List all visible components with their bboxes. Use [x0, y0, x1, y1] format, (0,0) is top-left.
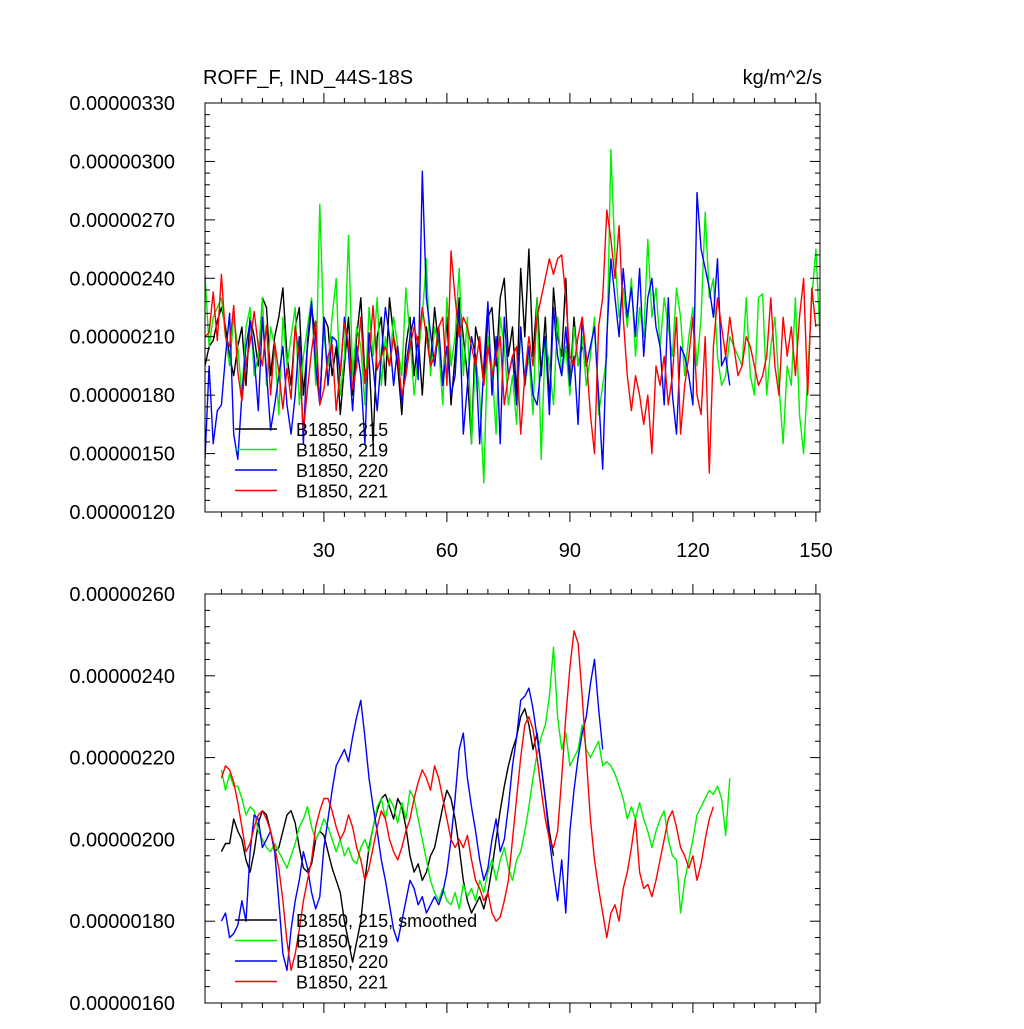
legend-label: B1850, 220 — [296, 952, 388, 972]
bottom-panel: 0.00000160 0.00000180 0.00000200 0.00000220… — [69, 584, 821, 1015]
legend-label: B1850, 221 — [296, 482, 388, 502]
legend-label: B1850, 219 — [296, 441, 388, 461]
y-tick-label: 0.00000220 — [69, 748, 175, 770]
x-tick-label: 30 — [313, 540, 335, 562]
plot-area — [220, 630, 731, 971]
y-tick-label: 0.00000210 — [69, 327, 175, 349]
legend-label: B1850, 215 — [296, 420, 388, 440]
y-tick-label: 0.00000330 — [69, 93, 175, 115]
legend-label: B1850, 219 — [296, 932, 388, 952]
y-tick-label: 0.00000240 — [69, 268, 175, 290]
x-tick-label: 150 — [799, 540, 832, 562]
series-line-1 — [220, 707, 555, 963]
series-line-4 — [220, 630, 715, 971]
y-tick-label: 0.00000200 — [69, 829, 175, 851]
y-tick-label: 0.00000160 — [69, 993, 175, 1015]
x-tick-label: 90 — [559, 540, 581, 562]
series-line-2 — [205, 148, 820, 484]
chart-title: ROFF_F, IND_44S-18S — [203, 67, 413, 89]
y-tick-label: 0.00000300 — [69, 151, 175, 173]
y-tick-label: 0.00000180 — [69, 911, 175, 933]
y-tick-label: 0.00000180 — [69, 385, 175, 407]
plot-area — [205, 148, 820, 484]
plot-frame — [204, 102, 821, 513]
y-tick-label: 0.00000120 — [69, 502, 175, 524]
series-line-2 — [220, 646, 731, 914]
y-tick-label: 0.00000150 — [69, 444, 175, 466]
legend-label: B1850, 215, smoothed — [296, 911, 477, 931]
legend-label: B1850, 220 — [296, 461, 388, 481]
y-tick-label: 0.00000270 — [69, 210, 175, 232]
legend-label: B1850, 221 — [296, 973, 388, 993]
series-line-4 — [205, 209, 817, 474]
top-panel: 0.00000120 0.00000150 0.00000180 0.00000210… — [69, 67, 832, 562]
y-tick-label: 0.00000240 — [69, 666, 175, 688]
series-line-3 — [220, 658, 604, 971]
plot-frame — [204, 593, 821, 1004]
y-tick-label: 0.00000260 — [69, 584, 175, 606]
x-tick-label: 120 — [676, 540, 709, 562]
x-tick-label: 60 — [436, 540, 458, 562]
units-label: kg/m^2/s — [743, 67, 822, 89]
series-line-3 — [205, 170, 731, 470]
